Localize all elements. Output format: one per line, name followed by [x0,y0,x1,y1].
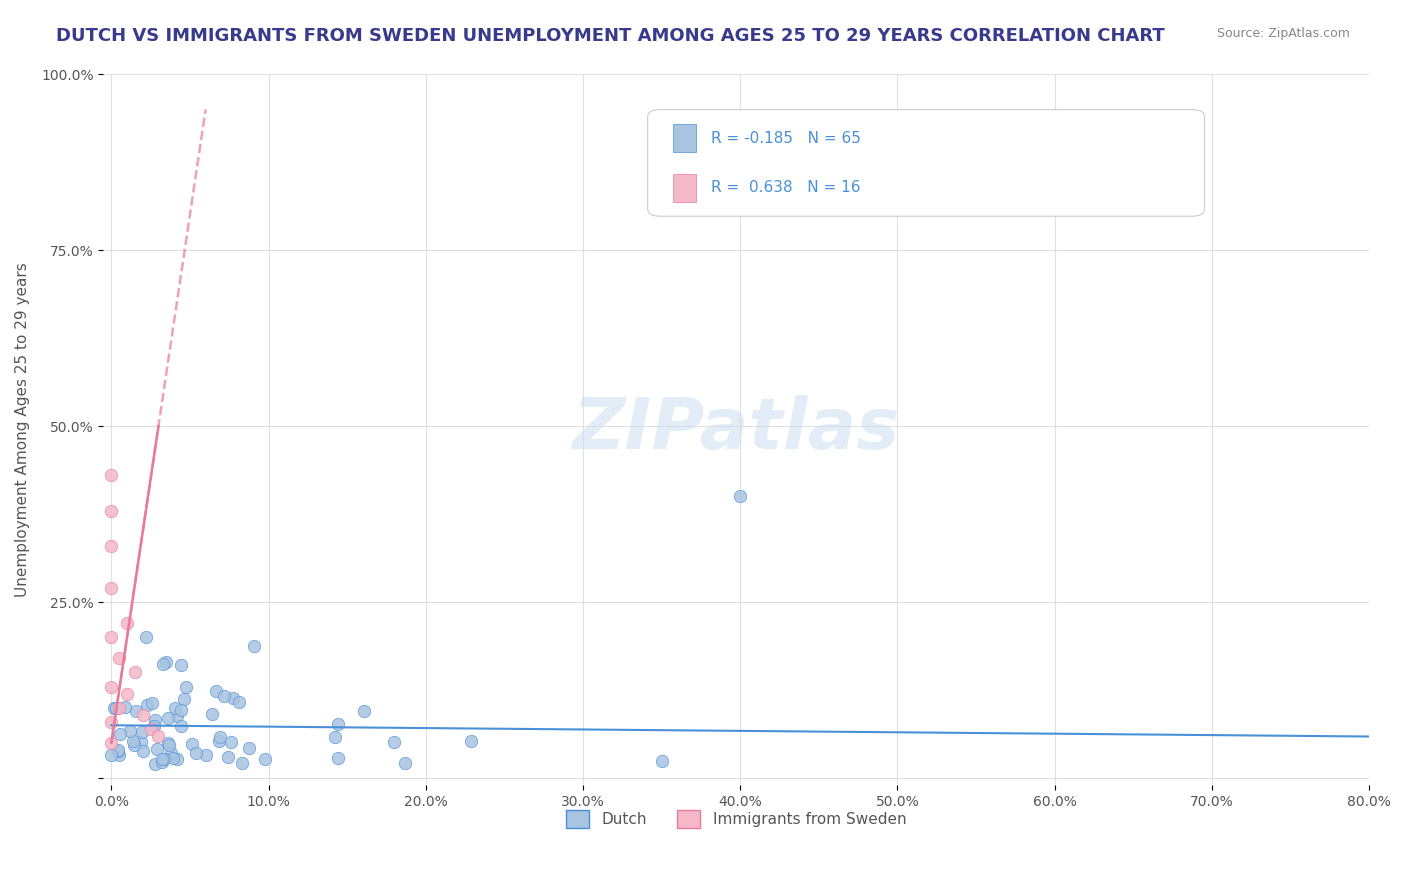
Dutch [135,698,157,712]
Immigrants from Sweden [115,616,138,631]
Dutch [141,697,163,711]
Dutch [460,734,482,748]
Dutch [180,737,202,751]
Dutch [217,750,239,764]
Immigrants from Sweden [108,700,131,714]
Dutch [157,711,180,725]
Dutch [145,742,167,756]
Dutch [728,490,751,504]
Dutch [143,713,166,727]
Dutch [157,738,180,752]
Immigrants from Sweden [100,468,122,483]
Dutch [135,630,157,644]
Dutch [651,755,673,769]
Dutch [162,751,184,765]
Text: DUTCH VS IMMIGRANTS FROM SWEDEN UNEMPLOYMENT AMONG AGES 25 TO 29 YEARS CORRELATI: DUTCH VS IMMIGRANTS FROM SWEDEN UNEMPLOY… [56,27,1166,45]
Dutch [122,734,145,748]
Dutch [195,747,218,762]
Dutch [150,752,173,766]
Dutch [207,733,229,747]
Immigrants from Sweden [100,539,122,553]
Dutch [238,741,260,756]
Dutch [107,744,129,758]
Immigrants from Sweden [100,503,122,517]
Dutch [107,743,129,757]
Dutch [166,709,188,723]
Immigrants from Sweden [132,707,155,722]
Dutch [125,704,148,718]
Text: Source: ZipAtlas.com: Source: ZipAtlas.com [1216,27,1350,40]
Dutch [100,747,122,762]
Text: R = -0.185   N = 65: R = -0.185 N = 65 [711,130,860,145]
Dutch [228,695,250,709]
Dutch [120,724,142,739]
Dutch [219,735,242,749]
Dutch [157,736,180,750]
Dutch [170,658,193,673]
Dutch [221,690,243,705]
FancyBboxPatch shape [648,110,1205,216]
Dutch [201,706,224,721]
FancyBboxPatch shape [673,124,696,153]
Legend: Dutch, Immigrants from Sweden: Dutch, Immigrants from Sweden [560,804,912,834]
Dutch [231,756,253,770]
Dutch [184,746,207,760]
Dutch [170,703,193,717]
Dutch [131,724,153,739]
Immigrants from Sweden [108,651,131,665]
Dutch [394,756,416,770]
Dutch [155,655,177,669]
Dutch [132,744,155,758]
Dutch [212,689,235,703]
Dutch [204,683,226,698]
FancyBboxPatch shape [673,174,696,202]
Dutch [243,639,266,653]
Dutch [110,727,132,741]
Y-axis label: Unemployment Among Ages 25 to 29 years: Unemployment Among Ages 25 to 29 years [15,262,30,597]
Dutch [170,719,193,733]
Dutch [353,705,375,719]
Immigrants from Sweden [100,581,122,595]
Dutch [326,717,349,731]
Dutch [107,747,129,762]
Dutch [122,738,145,752]
Dutch [129,735,152,749]
Immigrants from Sweden [100,736,122,750]
Dutch [143,756,166,771]
Text: R =  0.638   N = 16: R = 0.638 N = 16 [711,180,860,195]
Dutch [152,752,174,766]
Immigrants from Sweden [148,729,170,743]
Dutch [150,755,173,769]
Immigrants from Sweden [100,630,122,644]
Immigrants from Sweden [100,680,122,694]
Dutch [143,719,166,733]
Dutch [114,700,136,714]
Dutch [208,730,231,744]
Dutch [166,752,188,766]
Immigrants from Sweden [139,722,162,736]
Dutch [103,701,125,715]
Immigrants from Sweden [115,687,138,701]
Immigrants from Sweden [100,714,122,729]
Dutch [382,735,405,749]
Text: ZIPatlas: ZIPatlas [572,395,900,464]
Dutch [163,701,186,715]
Dutch [253,752,276,766]
Dutch [176,680,198,694]
Dutch [105,701,128,715]
Dutch [152,657,174,671]
Immigrants from Sweden [124,665,146,680]
Dutch [323,730,346,744]
Dutch [326,750,349,764]
Dutch [173,692,195,706]
Dutch [159,746,181,760]
